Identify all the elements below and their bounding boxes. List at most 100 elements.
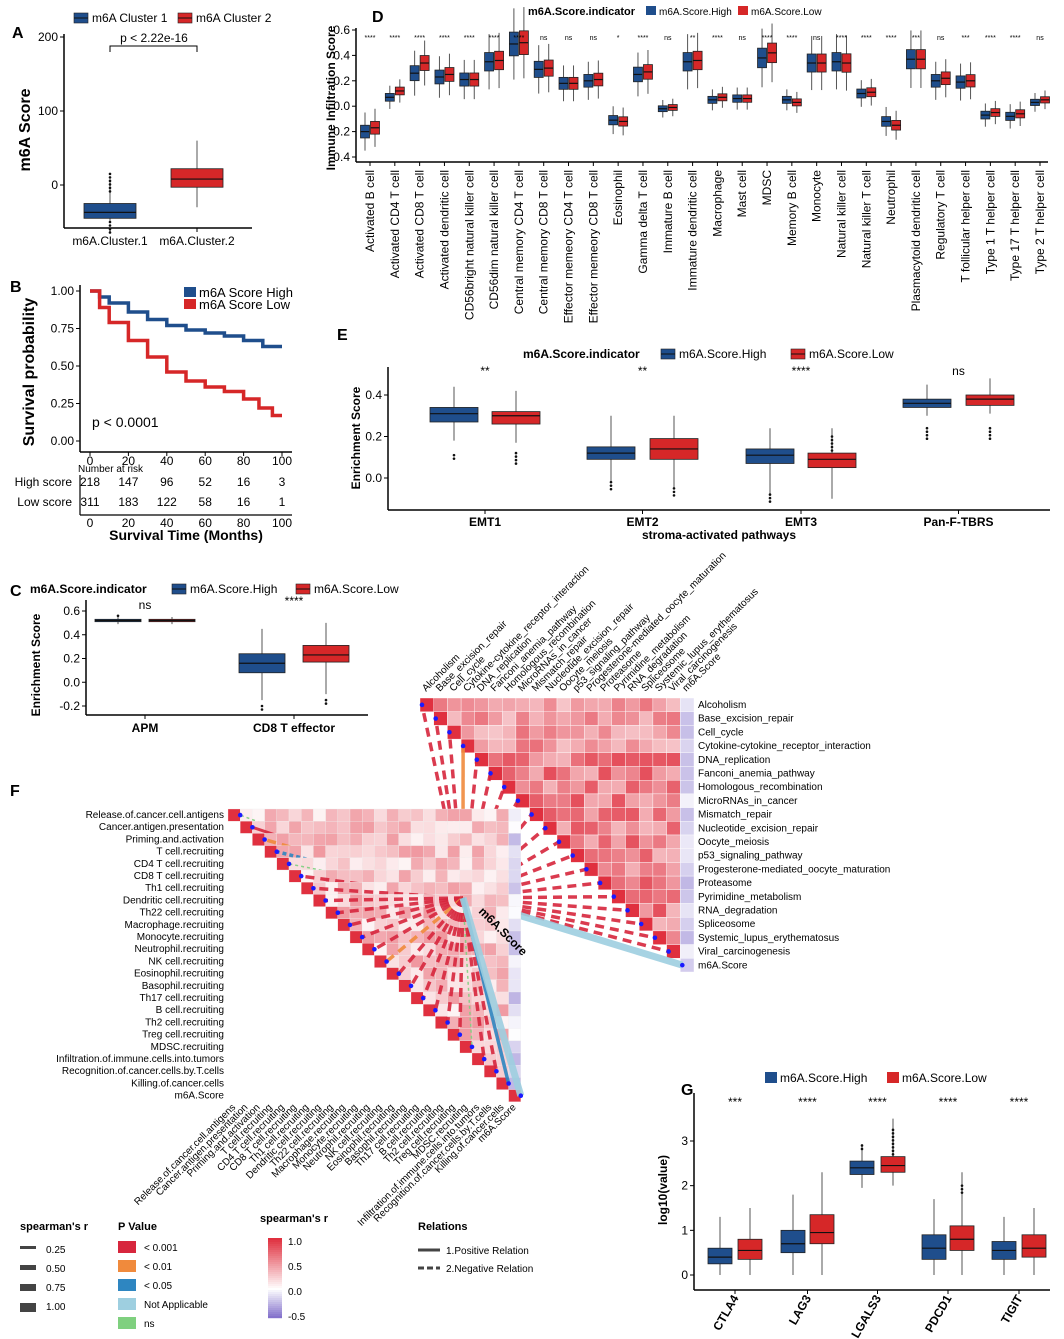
panel-d-x-label: Plasmacytoid dendritic cell — [909, 170, 923, 311]
panel-g-box-lgals3-low — [880, 1156, 906, 1173]
heatmap-cell — [423, 845, 436, 858]
panel-f-relation-link — [325, 896, 464, 903]
panel-c-legend-high-label: m6A.Score.High — [190, 582, 277, 596]
panel-f-relation-link — [373, 896, 464, 951]
heatmap-cell — [398, 821, 412, 834]
panel-d-signif: **** — [389, 35, 400, 42]
heatmap-cell — [666, 903, 681, 918]
panel-d-tick-label: 0.0 — [333, 99, 350, 113]
panel-g-signif: **** — [939, 1095, 958, 1109]
panel-f-link-node — [396, 971, 402, 976]
panel-d-signif: ns — [739, 35, 747, 42]
panel-f-legend-color-title: spearman's r — [260, 1213, 329, 1225]
heatmap-cell — [597, 793, 612, 808]
heatmap-cell — [543, 725, 558, 740]
panel-e-box-emt1-high — [429, 407, 479, 423]
panel-f-right-row-label: Fanconi_anemia_pathway — [698, 769, 815, 780]
heatmap-cell — [680, 930, 695, 945]
heatmap-cell — [543, 738, 558, 753]
heatmap-cell — [337, 857, 351, 871]
panel-b-legend-low-label: m6A Score Low — [199, 297, 291, 312]
heatmap-cell — [374, 857, 387, 871]
heatmap-cell — [652, 862, 667, 877]
outlier-point — [960, 1187, 964, 1191]
heatmap-cell — [639, 903, 654, 918]
heatmap-cell — [639, 848, 654, 863]
heatmap-cell — [597, 697, 612, 712]
heatmap-cell — [398, 845, 412, 858]
panel-f-right-row-label: Spliceosome — [698, 919, 756, 930]
heatmap-cell — [543, 711, 558, 726]
panel-f-link-node — [372, 947, 377, 952]
heatmap-cell — [484, 833, 497, 846]
heatmap-cell — [515, 697, 530, 712]
panel-f-legend-p-label: ns — [144, 1319, 155, 1330]
panel-d-signif: ns — [664, 35, 672, 42]
heatmap-cell — [362, 833, 375, 846]
panel-f-right-row-label: p53_signaling_pathway — [698, 851, 803, 862]
panel-f-right-row-label: m6A.Score — [698, 960, 748, 971]
outlier-point — [925, 433, 929, 437]
heatmap-cell — [496, 894, 509, 907]
panel-f-colorbar-step — [268, 1278, 282, 1281]
heatmap-cell — [666, 725, 681, 740]
panel-f-legend-size-label: 0.75 — [46, 1283, 66, 1294]
heatmap-cell — [508, 1016, 521, 1029]
heatmap-cell — [337, 833, 351, 846]
heatmap-cell — [484, 930, 497, 944]
panel-g-x-label: LAG3 — [786, 1292, 814, 1327]
panel-f-colorbar-step — [268, 1284, 282, 1287]
panel-f-colorbar-step — [268, 1246, 282, 1249]
panel-f-link-node — [474, 757, 480, 762]
heatmap-cell — [508, 1028, 521, 1041]
heatmap-cell — [276, 821, 290, 834]
heatmap-cell — [484, 857, 497, 871]
panel-g-legend-low-label: m6A.Score.Low — [902, 1071, 987, 1085]
panel-g-x-label: PDCD1 — [922, 1292, 955, 1335]
heatmap-cell — [611, 725, 626, 740]
panel-f-relation-link — [461, 897, 486, 1060]
heatmap-cell — [680, 834, 695, 849]
panel-c-x-label: APM — [132, 721, 159, 735]
heatmap-cell — [301, 821, 314, 834]
heatmap-cell — [680, 766, 695, 781]
heatmap-cell — [484, 821, 497, 834]
heatmap-cell — [447, 845, 460, 858]
heatmap-cell — [471, 894, 485, 907]
heatmap-cell — [639, 862, 654, 877]
panel-d-signif: **** — [365, 35, 376, 42]
panel-c-y-label: Enrichment Score — [29, 613, 43, 716]
panel-f-relation-link — [337, 896, 464, 915]
heatmap-cell — [570, 821, 585, 836]
panel-f-left-row-label: Basophil.recruiting — [142, 981, 224, 992]
panel-label-d: D — [372, 9, 384, 26]
panel-g-signif: **** — [1010, 1095, 1029, 1109]
heatmap-cell — [666, 711, 681, 726]
panel-b-legend-high-swatch — [184, 287, 196, 297]
panel-d-signif: ns — [565, 35, 573, 42]
outlier-point — [324, 698, 328, 702]
panel-d-x-label: Activated CD4 T cell — [388, 170, 402, 278]
panel-d-signif: * — [617, 35, 620, 42]
heatmap-cell — [666, 697, 681, 712]
panel-d-signif: ns — [937, 35, 945, 42]
panel-f-link-node — [286, 861, 292, 867]
outlier-point — [768, 496, 772, 500]
panel-f-left-row-label: Th22 cell.recruiting — [140, 908, 224, 919]
panel-d-x-label: Monocyte — [810, 170, 824, 222]
panel-f-colorbar-step — [268, 1270, 282, 1273]
heatmap-cell — [529, 780, 544, 795]
outlier-point — [891, 1128, 895, 1132]
heatmap-cell — [460, 697, 476, 712]
heatmap-cell — [496, 882, 509, 895]
panel-f-link-node — [570, 853, 575, 858]
heatmap-cell — [471, 808, 485, 822]
panel-e-y-label: Enrichment Score — [349, 386, 363, 489]
panel-f-colorbar-step — [268, 1280, 282, 1283]
outlier-point — [108, 179, 112, 183]
heatmap-cell — [584, 821, 599, 836]
heatmap-cell — [301, 808, 314, 822]
panel-a-pvalue: p < 2.22e-16 — [120, 31, 188, 45]
panel-e-box-emt3-low — [807, 452, 857, 469]
